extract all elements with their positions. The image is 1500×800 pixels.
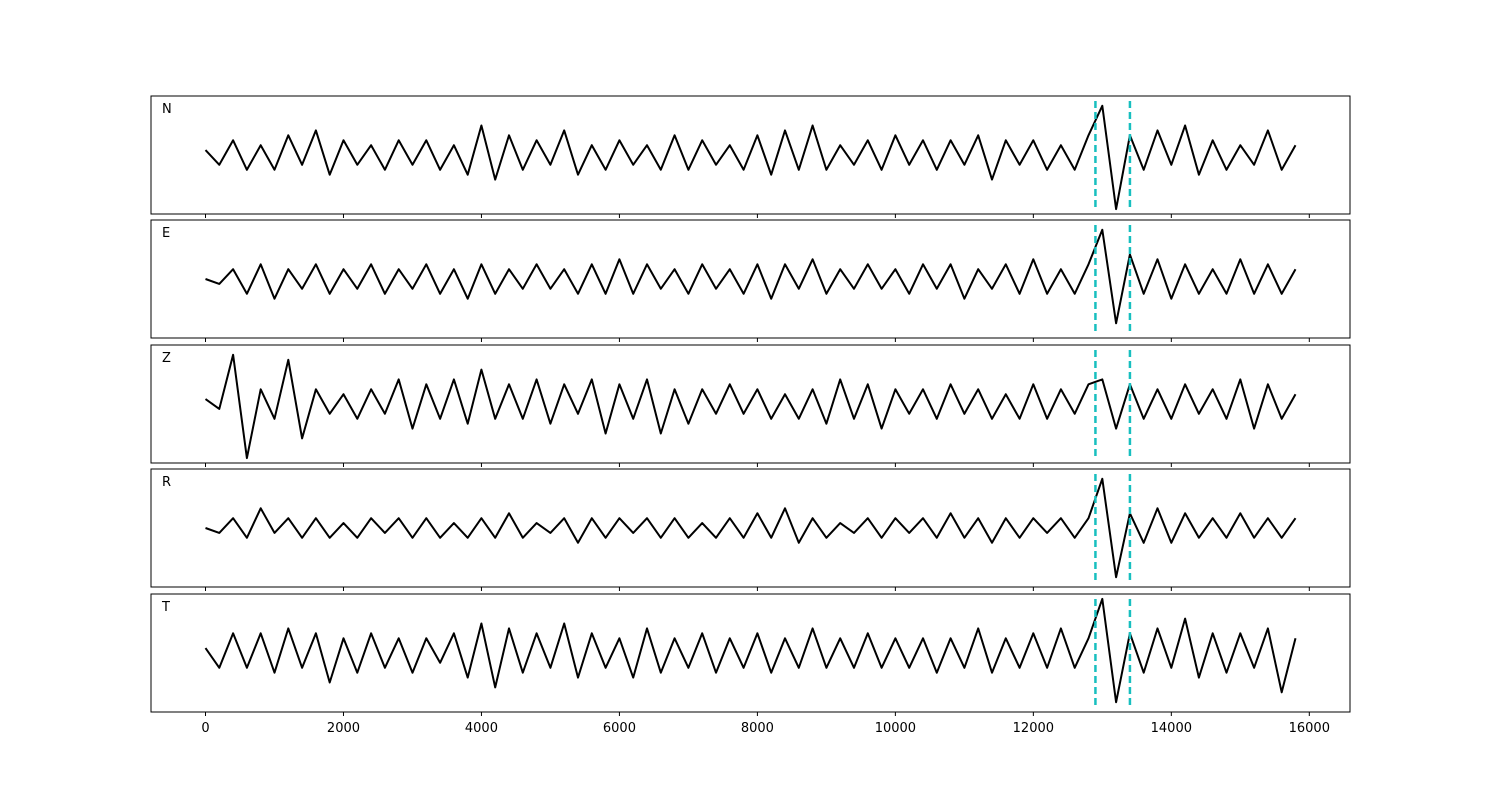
x-tick-label: 4000 — [465, 721, 498, 736]
panel-frame — [150, 468, 1351, 588]
panel-label: N — [162, 102, 172, 117]
trace — [204, 597, 1297, 704]
x-tick-label: 14000 — [1151, 721, 1192, 736]
panel-frame — [150, 95, 1351, 215]
x-tick-label: 10000 — [875, 721, 916, 736]
panel-label: T — [161, 600, 170, 615]
panel-frame — [150, 593, 1351, 713]
x-tick-label: 12000 — [1013, 721, 1054, 736]
x-tick-label: 2000 — [327, 721, 360, 736]
panel-label: E — [162, 226, 170, 241]
x-tick-label: 0 — [201, 721, 209, 736]
panel-frame — [150, 219, 1351, 339]
x-tick-label: 8000 — [741, 721, 774, 736]
trace — [205, 477, 1297, 579]
trace — [204, 104, 1297, 211]
trace — [205, 228, 1297, 325]
panel-label: R — [162, 475, 171, 490]
panel-label: Z — [162, 351, 171, 366]
x-tick-label: 6000 — [603, 721, 636, 736]
panel-frame — [150, 344, 1351, 464]
trace — [204, 353, 1297, 460]
x-tick-label: 16000 — [1289, 721, 1330, 736]
